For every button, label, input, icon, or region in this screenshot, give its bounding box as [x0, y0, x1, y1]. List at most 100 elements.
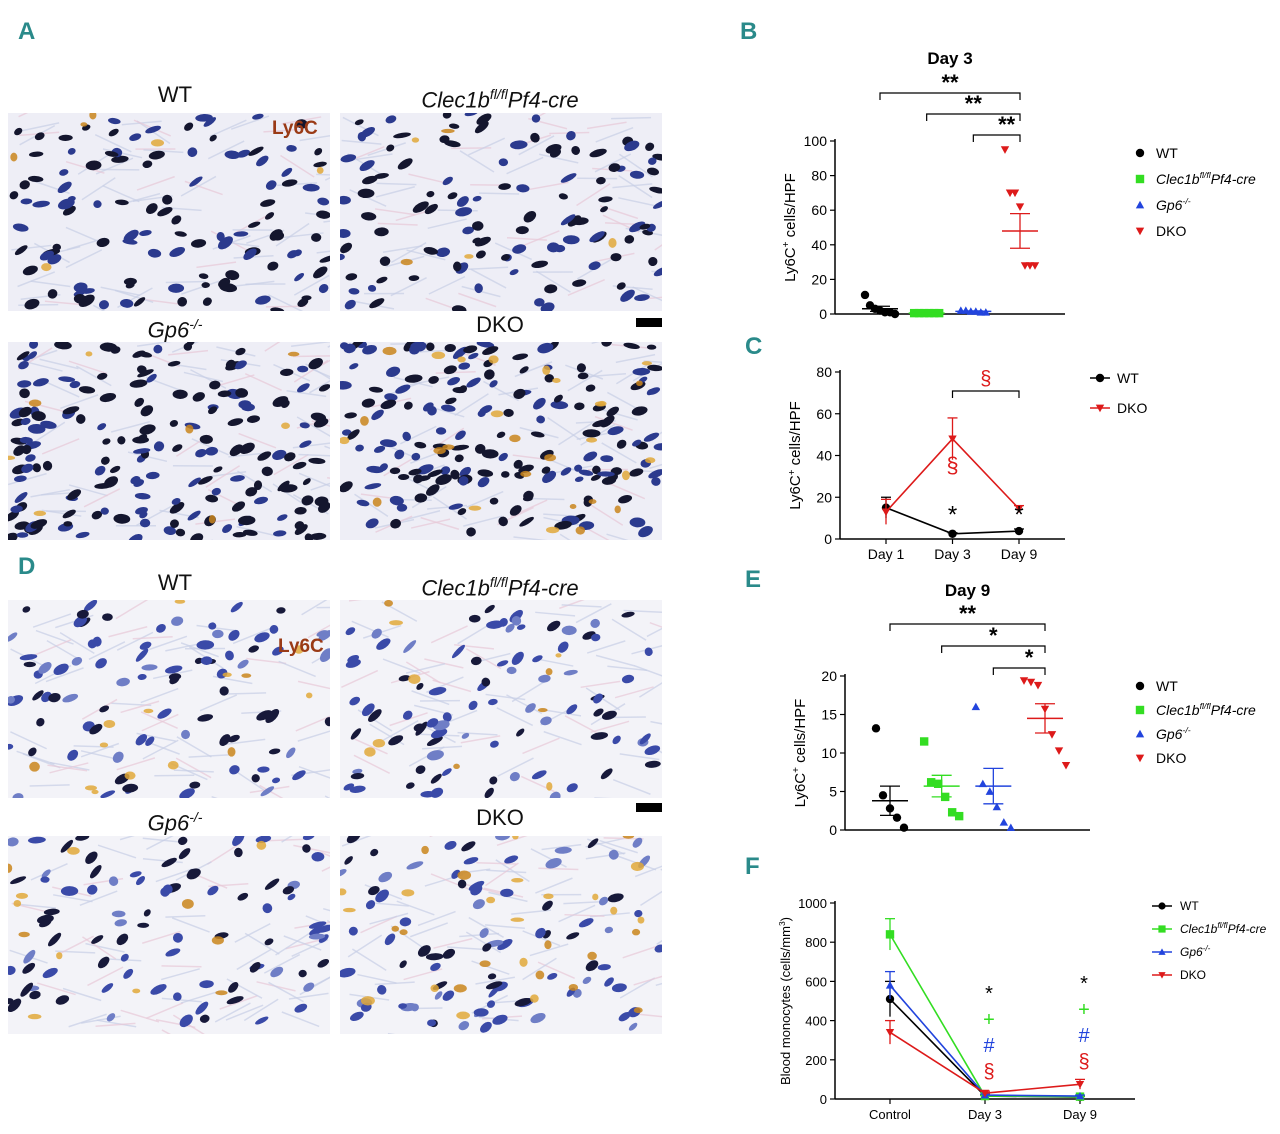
tissue-fiber — [207, 140, 245, 160]
legend-label-base: DKO — [1156, 750, 1186, 766]
cell-nucleus — [169, 246, 186, 257]
cell-nucleus — [509, 505, 522, 516]
cell-nucleus — [599, 896, 609, 906]
ly6c-positive-cell — [537, 708, 548, 713]
cell-nucleus — [309, 926, 324, 936]
data-point — [1026, 678, 1036, 687]
cell-nucleus — [27, 423, 46, 434]
tissue-fiber — [114, 289, 154, 304]
tissue-fiber — [296, 416, 330, 437]
cell-nucleus — [474, 283, 483, 294]
tissue-fiber — [594, 153, 632, 173]
ly6c-positive-cell — [408, 674, 421, 684]
cell-nucleus — [91, 510, 103, 520]
cell-nucleus — [455, 430, 466, 441]
cell-nucleus — [167, 360, 181, 367]
data-point — [1030, 262, 1040, 270]
tissue-fiber — [323, 907, 330, 912]
tissue-fiber — [634, 865, 662, 878]
tissue-fiber — [459, 932, 500, 938]
cell-nucleus — [145, 471, 160, 480]
cell-nucleus — [319, 648, 330, 662]
significance-bracket — [926, 113, 1021, 121]
legend-label: WT — [1180, 899, 1199, 913]
cell-nucleus — [203, 117, 217, 127]
data-point — [1014, 505, 1024, 513]
cell-nucleus — [654, 944, 662, 953]
cell-nucleus — [295, 119, 308, 129]
cell-nucleus — [62, 406, 80, 415]
tissue-fiber — [278, 660, 316, 678]
cell-nucleus — [576, 363, 586, 373]
data-point — [948, 435, 957, 443]
cell-nucleus — [173, 992, 182, 1002]
cell-nucleus — [525, 703, 536, 713]
cell-nucleus — [16, 532, 29, 538]
panel-d-label-wt: WT — [157, 570, 193, 595]
legend-label-base: Gp6 — [1180, 945, 1203, 959]
cell-nucleus — [62, 693, 79, 703]
cell-nucleus — [175, 528, 186, 537]
cell-nucleus — [311, 852, 325, 862]
tissue-fiber — [275, 932, 310, 956]
cell-nucleus — [540, 302, 555, 311]
cell-nucleus — [408, 468, 422, 476]
cell-nucleus — [224, 150, 241, 160]
y-axis-label: Ly6C+ cells/HPF — [787, 401, 804, 510]
cell-nucleus — [71, 656, 83, 666]
cell-nucleus — [168, 673, 182, 681]
tissue-fiber — [529, 943, 569, 957]
panel-letter-a: A — [18, 18, 36, 45]
cell-nucleus — [634, 909, 643, 918]
cell-nucleus — [280, 368, 294, 377]
cell-nucleus — [273, 530, 287, 537]
tissue-fiber — [485, 693, 526, 701]
tissue-fiber — [435, 371, 476, 374]
cell-nucleus — [434, 991, 443, 1000]
cell-nucleus — [179, 1014, 193, 1028]
tissue-fiber — [115, 600, 149, 620]
cell-nucleus — [177, 297, 188, 307]
cell-nucleus — [309, 532, 327, 540]
cell-nucleus — [8, 510, 19, 522]
legend-label: DKO — [1180, 968, 1206, 982]
cell-nucleus — [294, 1003, 308, 1013]
tissue-fiber — [454, 393, 489, 416]
tissue-fiber — [232, 627, 271, 645]
cell-nucleus — [205, 494, 219, 503]
cell-nucleus — [187, 147, 198, 158]
cell-nucleus — [146, 373, 157, 383]
cell-nucleus — [57, 181, 72, 194]
data-point — [890, 309, 900, 319]
cell-nucleus — [486, 620, 504, 629]
cell-nucleus — [93, 200, 102, 209]
tissue-fiber — [619, 977, 656, 999]
tissue-fiber — [580, 680, 621, 689]
ly6c-positive-cell — [13, 900, 22, 907]
tissue-fiber — [30, 421, 66, 445]
cell-nucleus — [368, 386, 383, 393]
cell-nucleus — [510, 140, 528, 150]
tissue-fiber — [341, 139, 382, 145]
cell-nucleus — [448, 123, 460, 129]
cell-nucleus — [187, 869, 195, 877]
tissue-fiber — [286, 389, 327, 398]
data-point — [1047, 731, 1057, 739]
legend-label: Gp6-/- — [1180, 944, 1211, 959]
annotation-label: * — [1080, 973, 1088, 995]
cell-nucleus — [451, 444, 470, 451]
tissue-fiber — [607, 665, 648, 672]
cell-nucleus — [466, 527, 476, 537]
tissue-fiber — [267, 294, 304, 311]
legend-label-sup: fl/fl — [1200, 701, 1212, 711]
cell-nucleus — [531, 260, 549, 269]
cell-nucleus — [593, 693, 603, 704]
tissue-fiber — [148, 635, 188, 651]
tissue-fiber — [120, 1009, 160, 1023]
annotation-label: * — [948, 501, 957, 528]
cell-nucleus — [102, 438, 111, 445]
cell-nucleus — [489, 497, 499, 505]
y-tick-label: 400 — [805, 1014, 827, 1029]
tissue-background — [340, 600, 662, 798]
cell-nucleus — [256, 710, 273, 721]
